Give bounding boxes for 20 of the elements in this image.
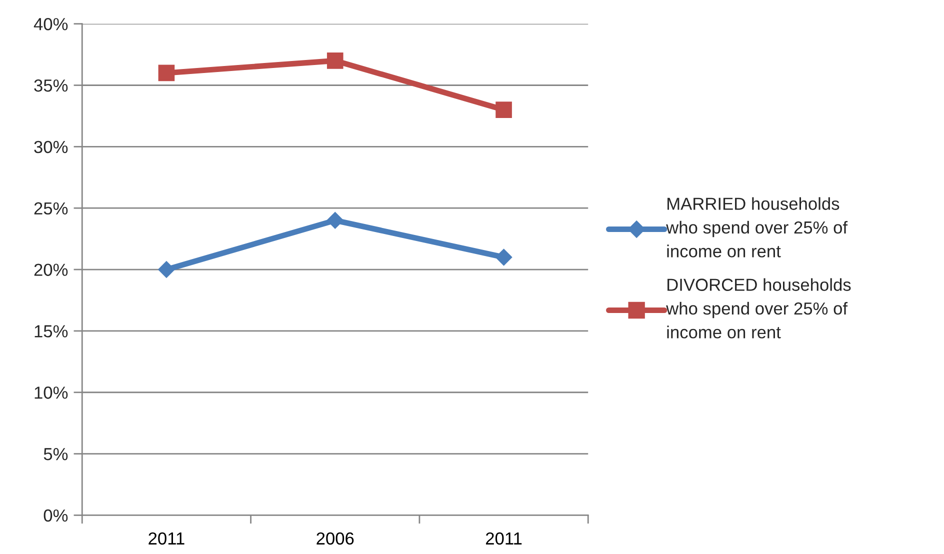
y-tick-label: 30% bbox=[34, 140, 68, 154]
y-tick-label: 35% bbox=[34, 79, 68, 92]
y-tick-label: 15% bbox=[34, 325, 68, 338]
point bbox=[496, 102, 512, 118]
x-tick-label: 2011 bbox=[148, 532, 184, 545]
y-tick-label: 10% bbox=[34, 386, 68, 399]
y-tick-label: 40% bbox=[34, 18, 68, 30]
y-tick-label: 25% bbox=[34, 202, 68, 215]
point bbox=[326, 212, 344, 229]
x-tick-label: 2011 bbox=[486, 532, 522, 545]
y-tick-label: 0% bbox=[44, 509, 68, 522]
legend-label: DIVORCED households who spend over 25% of income on rent bbox=[666, 278, 851, 338]
point bbox=[495, 248, 512, 266]
y-tick-label: 5% bbox=[44, 448, 68, 460]
y-tick-label: 20% bbox=[34, 264, 68, 276]
point bbox=[158, 64, 175, 82]
point bbox=[158, 261, 175, 278]
point bbox=[326, 52, 344, 69]
legend-label: MARRIED households who spend over 25% of income on rent bbox=[666, 197, 848, 258]
x-tick-label: 2006 bbox=[316, 532, 354, 545]
